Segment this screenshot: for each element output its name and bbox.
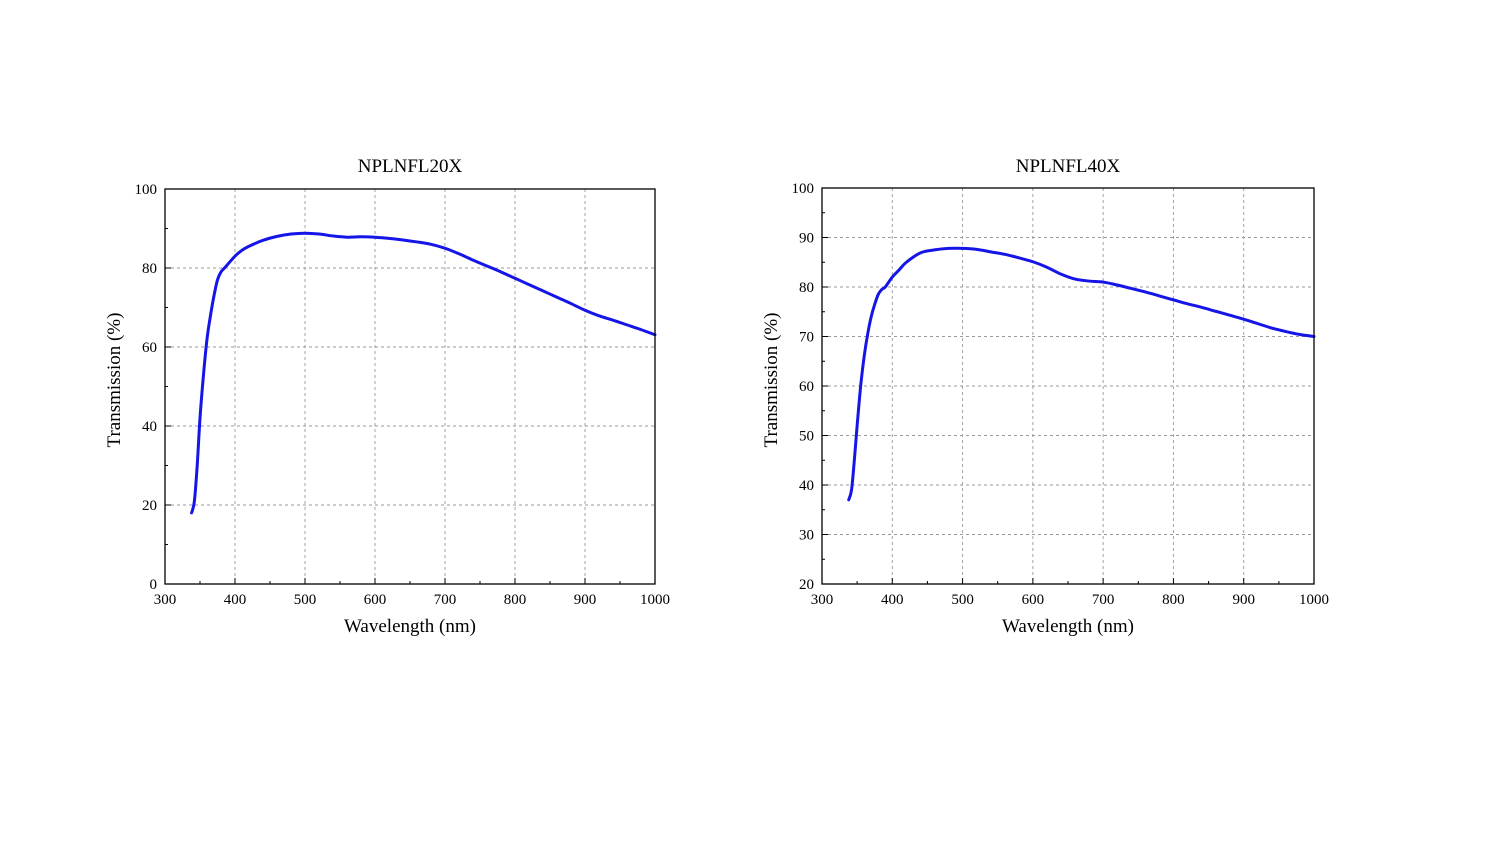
y-axis-label: Transmission (%) bbox=[761, 313, 782, 448]
series-layer bbox=[847, 246, 1316, 502]
y-tick-label: 40 bbox=[799, 478, 814, 494]
x-tick-label: 1000 bbox=[1299, 592, 1329, 608]
x-tick-label: 600 bbox=[1022, 592, 1045, 608]
chart-nplnfl40x: 300 400 500 600 700 800 900 1000 20 30 40 50 60 70 80… bbox=[761, 156, 1329, 637]
y-tick-label: 60 bbox=[142, 340, 157, 356]
x-tick-label: 1000 bbox=[640, 592, 670, 608]
y-axis-ticks: 20 30 40 50 60 70 80 90 100 bbox=[792, 181, 828, 593]
y-axis-label: Transmission (%) bbox=[104, 313, 125, 448]
transmission-series-line bbox=[190, 231, 657, 515]
y-tick-label: 50 bbox=[799, 429, 814, 445]
x-tick-label: 800 bbox=[1162, 592, 1185, 608]
x-axis-label: Wavelength (nm) bbox=[344, 616, 476, 637]
x-tick-label: 700 bbox=[434, 592, 457, 608]
y-tick-label: 0 bbox=[150, 577, 158, 593]
x-tick-label: 800 bbox=[504, 592, 527, 608]
x-axis-ticks: 300 400 500 600 700 800 900 1000 bbox=[811, 578, 1329, 608]
x-tick-label: 900 bbox=[1232, 592, 1255, 608]
chart-nplnfl20x: 300 400 500 600 700 800 900 1000 0 20 40 60 80 100 N… bbox=[104, 156, 670, 637]
x-tick-label: 300 bbox=[154, 592, 177, 608]
gridlines bbox=[822, 188, 1314, 584]
x-tick-label: 300 bbox=[811, 592, 834, 608]
y-tick-label: 80 bbox=[142, 261, 157, 277]
x-axis-label: Wavelength (nm) bbox=[1002, 616, 1134, 637]
x-tick-label: 400 bbox=[881, 592, 904, 608]
x-tick-label: 700 bbox=[1092, 592, 1115, 608]
plot-frame bbox=[164, 188, 656, 585]
gridlines bbox=[165, 189, 655, 584]
x-tick-label: 400 bbox=[224, 592, 247, 608]
x-axis-ticks: 300 400 500 600 700 800 900 1000 bbox=[154, 578, 670, 608]
y-tick-label: 90 bbox=[799, 231, 814, 247]
y-tick-label: 20 bbox=[142, 498, 157, 514]
y-tick-label: 30 bbox=[799, 528, 814, 544]
y-tick-label: 100 bbox=[135, 182, 158, 198]
x-tick-label: 500 bbox=[951, 592, 974, 608]
x-tick-label: 500 bbox=[294, 592, 317, 608]
plot-frame bbox=[821, 187, 1315, 585]
chart-title: NPLNFL20X bbox=[358, 156, 463, 177]
y-axis-ticks: 0 20 40 60 80 100 bbox=[135, 182, 171, 593]
y-tick-label: 60 bbox=[799, 379, 814, 395]
series-layer bbox=[190, 231, 657, 515]
chart-title: NPLNFL40X bbox=[1016, 156, 1121, 177]
y-tick-label: 80 bbox=[799, 280, 814, 296]
x-tick-label: 600 bbox=[364, 592, 387, 608]
x-tick-label: 900 bbox=[574, 592, 597, 608]
transmission-series-line bbox=[847, 246, 1316, 502]
y-tick-label: 70 bbox=[799, 330, 814, 346]
y-tick-label: 20 bbox=[799, 577, 814, 593]
y-tick-label: 40 bbox=[142, 419, 157, 435]
y-tick-label: 100 bbox=[792, 181, 815, 197]
